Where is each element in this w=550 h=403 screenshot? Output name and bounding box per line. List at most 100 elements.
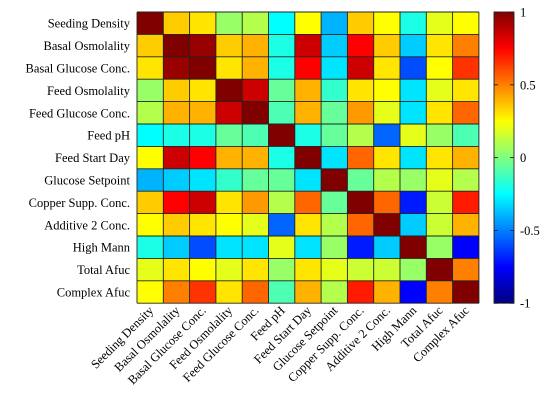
heatmap-cell (268, 146, 296, 170)
heatmap-cell (163, 34, 190, 58)
heatmap-cell (452, 191, 480, 214)
heatmap-cell (242, 34, 269, 58)
heatmap-cell (452, 79, 480, 102)
heatmap-cell (189, 168, 217, 192)
heatmap-cell (294, 101, 322, 125)
heatmap-cell (242, 280, 269, 304)
heatmap-cell (137, 213, 164, 237)
heatmap-cell (215, 34, 243, 58)
heatmap-cell (426, 258, 453, 282)
heatmap-cell (268, 34, 296, 58)
heatmap-cell (321, 191, 348, 214)
heatmap-cell (268, 56, 296, 80)
heatmap-cell (163, 101, 190, 125)
heatmap-cell (347, 168, 374, 192)
heatmap-cell (268, 124, 296, 147)
heatmap-cell (242, 79, 269, 102)
heatmap-cell (347, 146, 374, 170)
heatmap-cell (242, 168, 269, 192)
heatmap-cell (163, 79, 190, 102)
heatmap-cell (215, 101, 243, 125)
heatmap-cell (321, 236, 348, 259)
heatmap-cell (452, 101, 480, 125)
heatmap-cell (452, 12, 480, 35)
heatmap-cell (400, 213, 427, 237)
heatmap-cell (373, 191, 401, 214)
heatmap-cell (215, 56, 243, 80)
heatmap-cell (373, 280, 401, 304)
y-axis-label: Seeding Density (48, 17, 131, 31)
y-axis-label: Feed Osmolality (47, 84, 131, 98)
heatmap-cell (452, 280, 480, 304)
heatmap-cell (163, 124, 190, 147)
heatmap-cell (137, 34, 164, 58)
heatmap-cell (347, 236, 374, 259)
heatmap-cell (189, 56, 217, 80)
heatmap-cell (189, 34, 217, 58)
heatmap-cell (400, 79, 427, 102)
y-axis-label: Copper Supp. Conc. (29, 196, 130, 210)
heatmap-cell (294, 12, 322, 35)
heatmap-cell (347, 124, 374, 147)
heatmap-cell (137, 124, 164, 147)
heatmap-cell (294, 146, 322, 170)
heatmap-cell (137, 12, 164, 35)
heatmap-cell (347, 101, 374, 125)
heatmap-cell (347, 56, 374, 80)
heatmap-cell (268, 280, 296, 304)
heatmap-cell (268, 12, 296, 35)
heatmap-cell (215, 146, 243, 170)
heatmap-cell (347, 258, 374, 282)
heatmap-cell (163, 146, 190, 170)
heatmap-cell (400, 34, 427, 58)
heatmap-cell (294, 56, 322, 80)
y-axis-label: High Mann (73, 241, 131, 255)
heatmap-grid (136, 11, 480, 304)
heatmap-cell (347, 79, 374, 102)
heatmap-cell (321, 56, 348, 80)
heatmap-cell (400, 258, 427, 282)
heatmap-cell (321, 280, 348, 304)
heatmap-cell (321, 213, 348, 237)
heatmap-cell (137, 56, 164, 80)
heatmap-cell (347, 12, 374, 35)
heatmap-cell (189, 213, 217, 237)
heatmap-cell (294, 280, 322, 304)
heatmap-cell (163, 280, 190, 304)
heatmap-cell (294, 168, 322, 192)
heatmap-cell (426, 191, 453, 214)
heatmap-cell (321, 79, 348, 102)
heatmap-cell (137, 191, 164, 214)
heatmap-cell (347, 280, 374, 304)
heatmap-cell (163, 56, 190, 80)
heatmap-cell (426, 168, 453, 192)
heatmap-cell (347, 191, 374, 214)
heatmap-cell (373, 213, 401, 237)
heatmap-cell (268, 168, 296, 192)
heatmap-cell (452, 34, 480, 58)
heatmap-cell (215, 280, 243, 304)
heatmap-cell (242, 191, 269, 214)
colorbar-tick-label: -1 (520, 297, 530, 311)
heatmap-cell (426, 34, 453, 58)
heatmap-cell (137, 236, 164, 259)
heatmap-cell (400, 56, 427, 80)
heatmap-cell (137, 146, 164, 170)
heatmap-cell (294, 191, 322, 214)
colorbar-tick-label: 0.5 (520, 78, 536, 92)
heatmap-cell (426, 124, 453, 147)
heatmap-cell (215, 12, 243, 35)
y-axis-label: Basal Glucose Conc. (26, 62, 131, 76)
heatmap-cell (242, 101, 269, 125)
heatmap-cell (137, 258, 164, 282)
heatmap-cell (400, 12, 427, 35)
heatmap-cell (268, 258, 296, 282)
y-axis-label: Additive 2 Conc. (44, 218, 130, 232)
heatmap-cell (426, 12, 453, 35)
heatmap-cell (347, 34, 374, 58)
heatmap-cell (137, 101, 164, 125)
y-axis-label: Feed Start Day (55, 151, 131, 165)
heatmap-cell (400, 236, 427, 259)
heatmap-cell (268, 79, 296, 102)
